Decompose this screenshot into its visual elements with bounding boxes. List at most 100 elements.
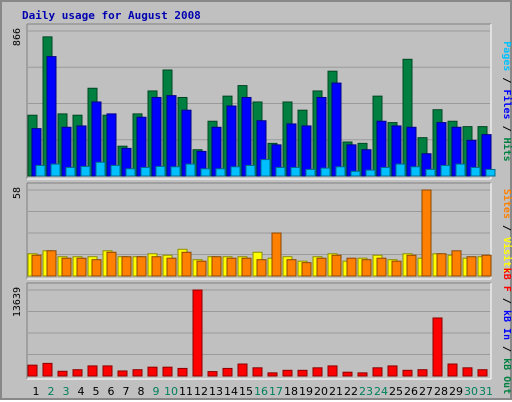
day-label-29: 29 — [449, 385, 463, 398]
bar-files-day-21 — [331, 82, 342, 177]
bar-pages-day-18 — [290, 166, 301, 177]
bar-sites-day-8 — [136, 256, 147, 277]
bar-sites-day-9 — [151, 256, 162, 277]
legend-top: Pages / Files / Hits — [501, 41, 512, 161]
bar-pages-day-12 — [200, 168, 211, 177]
bar-kb-f-day-26 — [402, 369, 413, 377]
day-label-21: 21 — [329, 385, 343, 398]
bar-pages-day-16 — [260, 159, 271, 177]
day-label-2: 2 — [48, 385, 55, 398]
bar-kb-f-day-8 — [132, 369, 143, 377]
legend-mid: Sites / Visits — [501, 189, 512, 273]
day-label-13: 13 — [209, 385, 223, 398]
bar-pages-day-25 — [395, 163, 406, 177]
day-label-30: 30 — [464, 385, 478, 398]
bar-files-day-14 — [226, 105, 237, 177]
day-label-11: 11 — [179, 385, 193, 398]
day-label-4: 4 — [78, 385, 85, 398]
bar-pages-day-21 — [335, 166, 346, 177]
panel-background — [27, 283, 491, 379]
bar-pages-day-29 — [455, 163, 466, 177]
legend-item: Sites — [501, 189, 512, 219]
bar-kb-f-day-31 — [477, 369, 488, 377]
bar-kb-f-day-25 — [387, 365, 398, 377]
bar-pages-day-27 — [425, 168, 436, 177]
bar-kb-f-day-4 — [72, 369, 83, 377]
day-label-24: 24 — [374, 385, 388, 398]
legend-bot: kB F / kB In / kB Out — [501, 268, 512, 394]
bar-pages-day-11 — [185, 163, 196, 177]
bar-kb-f-day-21 — [327, 365, 338, 377]
day-label-7: 7 — [123, 385, 130, 398]
bar-kb-f-day-14 — [222, 367, 233, 377]
y-max-label: 58 — [12, 187, 23, 199]
bar-sites-day-1 — [31, 254, 42, 277]
bar-sites-day-15 — [241, 257, 252, 277]
bar-pages-day-10 — [170, 166, 181, 177]
day-label-26: 26 — [404, 385, 418, 398]
bar-sites-day-19 — [301, 262, 312, 277]
bar-sites-day-29 — [451, 250, 462, 277]
bar-kb-f-day-16 — [252, 367, 263, 377]
bar-kb-f-day-30 — [462, 367, 473, 377]
bar-sites-day-6 — [106, 251, 117, 277]
bar-kb-f-day-13 — [207, 371, 218, 377]
legend-item: kB In — [501, 310, 512, 340]
bar-pages-day-4 — [80, 165, 91, 177]
bar-sites-day-3 — [61, 257, 72, 277]
legend-item: Hits — [501, 138, 512, 162]
day-label-15: 15 — [239, 385, 253, 398]
bar-kb-f-day-11 — [177, 367, 188, 377]
bar-kb-f-day-3 — [57, 370, 68, 377]
bar-sites-day-22 — [346, 257, 357, 277]
bar-pages-day-31 — [485, 168, 496, 177]
bar-sites-day-5 — [91, 259, 102, 277]
bar-files-day-15 — [241, 96, 252, 177]
bar-pages-day-19 — [305, 168, 316, 177]
bar-pages-day-17 — [275, 166, 286, 177]
bar-kb-f-day-7 — [117, 370, 128, 377]
bar-sites-day-18 — [286, 259, 297, 277]
bar-sites-day-23 — [361, 259, 372, 277]
bar-sites-day-10 — [166, 257, 177, 277]
legend-item: / — [501, 71, 512, 89]
bar-sites-day-24 — [376, 257, 387, 277]
bar-sites-day-14 — [226, 257, 237, 277]
bar-pages-day-7 — [125, 168, 136, 177]
bar-sites-day-31 — [481, 254, 492, 277]
bar-kb-f-day-29 — [447, 363, 458, 377]
bar-kb-f-day-10 — [162, 366, 173, 377]
day-label-8: 8 — [138, 385, 145, 398]
bar-sites-day-17 — [271, 232, 282, 277]
day-label-16: 16 — [254, 385, 268, 398]
bar-pages-day-20 — [320, 167, 331, 177]
legend-item: Files — [501, 89, 512, 119]
legend-item: kB F — [501, 268, 512, 292]
bar-sites-day-4 — [76, 257, 87, 277]
legend-item: / — [501, 219, 512, 237]
bar-pages-day-6 — [110, 164, 121, 177]
day-label-28: 28 — [434, 385, 448, 398]
y-max-label: 13639 — [12, 287, 23, 317]
panel-bot: 13639 kB F / kB In / kB Out — [12, 268, 512, 394]
bar-sites-day-16 — [256, 259, 267, 277]
bar-pages-day-28 — [440, 164, 451, 177]
bar-pages-day-2 — [50, 163, 61, 177]
bar-kb-f-day-12 — [192, 289, 203, 377]
bar-kb-f-day-17 — [267, 372, 278, 377]
bar-files-day-9 — [151, 96, 162, 177]
bar-sites-day-13 — [211, 256, 222, 277]
day-label-10: 10 — [164, 385, 178, 398]
bar-kb-f-day-15 — [237, 363, 248, 377]
bar-pages-day-30 — [470, 166, 481, 177]
bar-kb-f-day-23 — [357, 372, 368, 377]
legend-item: / — [501, 292, 512, 310]
bar-pages-day-13 — [215, 168, 226, 177]
day-label-3: 3 — [63, 385, 70, 398]
day-label-31: 31 — [479, 385, 493, 398]
bar-sites-day-28 — [436, 253, 447, 277]
y-max-label: 866 — [12, 28, 23, 46]
legend-item: kB Out — [501, 358, 512, 394]
day-label-6: 6 — [108, 385, 115, 398]
